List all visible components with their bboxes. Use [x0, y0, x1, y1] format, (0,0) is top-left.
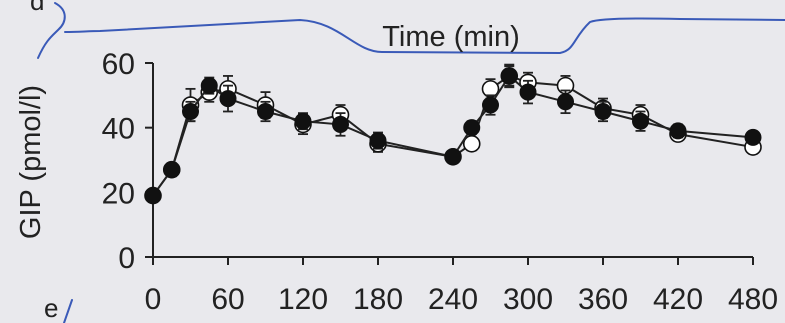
filled-circle-point	[200, 77, 218, 95]
x-tick-label: 360	[578, 283, 628, 316]
series-line	[152, 74, 754, 197]
y-tick-label: 0	[118, 242, 135, 275]
filled-circle-point	[519, 83, 537, 101]
y-tick-label: 20	[102, 177, 135, 210]
x-axis-title: Time (min)	[382, 21, 519, 53]
filled-circle-point	[557, 93, 574, 111]
filled-circle-point	[594, 103, 612, 120]
filled-circle-point	[219, 90, 237, 108]
filled-circle-point	[482, 96, 499, 114]
filled-circle-point	[463, 119, 481, 137]
series-open-circles	[144, 65, 762, 205]
x-tick-label: 480	[728, 283, 778, 316]
filled-circle-point	[500, 67, 518, 85]
y-axis-title: GIP (pmol/l)	[15, 85, 47, 239]
open-circle-point	[462, 135, 481, 153]
filled-circle-point	[294, 112, 312, 130]
series-line	[152, 74, 754, 197]
filled-circle-point	[632, 112, 649, 130]
filled-circle-point	[744, 128, 762, 146]
series-layer	[144, 63, 762, 205]
x-tick-label: 300	[503, 283, 553, 316]
x-tick-label: 60	[211, 283, 244, 316]
y-tick-label: 40	[102, 113, 135, 146]
filled-circle-point	[444, 148, 462, 166]
pen-baseline-mark	[64, 17, 785, 54]
x-tick-label: 180	[353, 283, 403, 316]
pen-bracket-mark	[37, 2, 66, 59]
pen-tick-mark	[63, 299, 73, 323]
y-tick-label: 60	[102, 48, 135, 81]
panel-label-d: d	[30, 0, 44, 16]
filled-circle-point	[669, 122, 687, 140]
filled-circle-point	[182, 103, 199, 120]
filled-circle-point	[144, 187, 162, 205]
filled-circle-point	[369, 132, 387, 150]
panel-label-e: e	[44, 293, 58, 323]
filled-circle-point	[163, 161, 181, 179]
filled-circle-point	[257, 103, 274, 120]
x-tick-label: 240	[428, 283, 478, 316]
x-tick-label: 420	[653, 283, 703, 316]
x-tick-label: 120	[278, 283, 328, 316]
series-filled-circles	[144, 63, 762, 205]
x-tick-label: 0	[145, 283, 162, 316]
axes: 0 20 40 60 0 60 120 180 240 300 360 420 480	[102, 48, 778, 316]
filled-circle-point	[332, 115, 349, 133]
